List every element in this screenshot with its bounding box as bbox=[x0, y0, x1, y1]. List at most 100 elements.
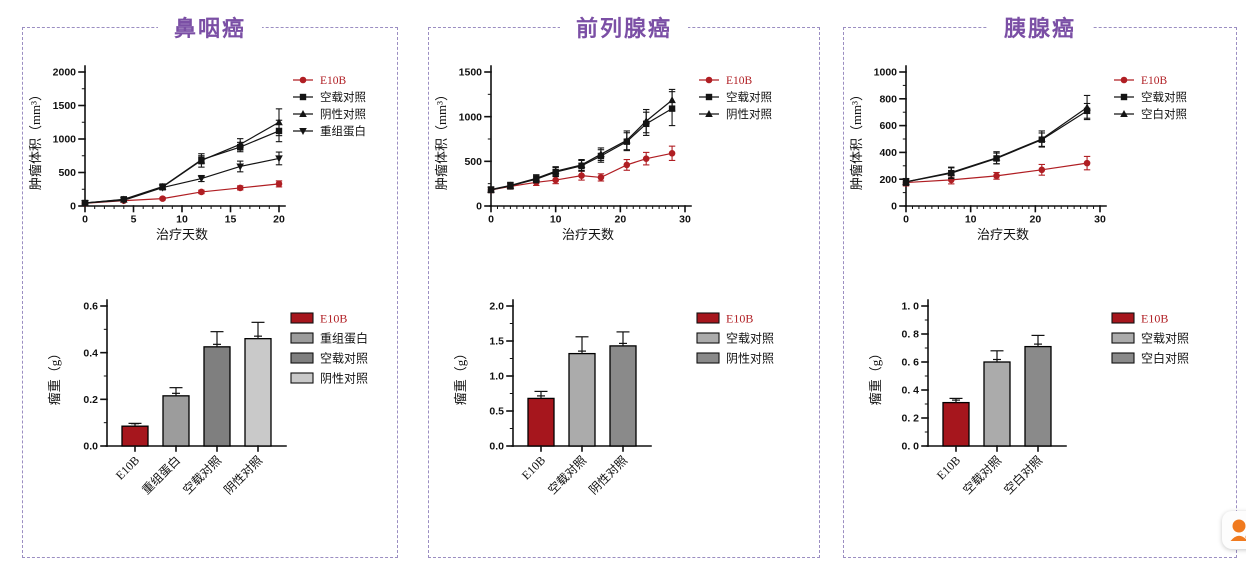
svg-text:400: 400 bbox=[879, 147, 897, 159]
legend-label: 阴性对照 bbox=[320, 372, 368, 386]
series-阴性对照 bbox=[487, 88, 676, 193]
y-axis-title: 肿瘤体积（mm³） bbox=[28, 88, 43, 190]
panel-title-prostate: 前列腺癌 bbox=[559, 11, 689, 43]
series-阴性对照 bbox=[81, 108, 283, 206]
plot-area: 0.0 0.5 1.0 1.5 2.0 瘤重（g） bbox=[453, 299, 652, 453]
legend-label: 重组蛋白 bbox=[320, 124, 366, 138]
svg-text:0: 0 bbox=[82, 214, 88, 226]
svg-text:0.6: 0.6 bbox=[83, 301, 98, 313]
series-空白对照 bbox=[902, 94, 1091, 186]
svg-text:20: 20 bbox=[614, 214, 626, 226]
svg-text:10: 10 bbox=[965, 214, 977, 226]
legend-label: 阴性对照 bbox=[320, 107, 366, 121]
legend-label: 空载对照 bbox=[1141, 332, 1189, 346]
svg-text:1000: 1000 bbox=[459, 111, 483, 123]
svg-text:30: 30 bbox=[1094, 214, 1106, 226]
legend-label: E10B bbox=[320, 312, 347, 326]
svg-text:200: 200 bbox=[879, 174, 897, 186]
x-axis-title: 治疗天数 bbox=[156, 227, 208, 242]
x-axis-title: 治疗天数 bbox=[977, 227, 1029, 242]
plot-area: 0 500 1000 1500 0 10 20 30 治疗天数 肿瘤体积（mm³） bbox=[434, 65, 692, 242]
tumor-volume-line-chart-prostate: 0 500 1000 1500 0 10 20 30 治疗天数 肿瘤体积（mm³） E10B 空载对照… bbox=[434, 65, 772, 242]
customer-service-widget[interactable] bbox=[1222, 511, 1246, 549]
svg-text:0.0: 0.0 bbox=[489, 441, 504, 453]
legend-label: 阴性对照 bbox=[726, 107, 772, 121]
svg-text:500: 500 bbox=[58, 167, 76, 179]
tumor-weight-bar-chart-pancreatic: 0. 00. 20. 40. 60. 81. 0瘤重（g）E10B空载对照空白对… bbox=[868, 299, 1189, 498]
legend-label: 空载对照 bbox=[320, 352, 368, 366]
legend-label: 空白对照 bbox=[1141, 351, 1189, 366]
series-重组蛋白 bbox=[81, 151, 283, 207]
legend-label: E10B bbox=[1141, 75, 1168, 87]
category-label: 阴性对照 bbox=[586, 453, 630, 497]
svg-text:30: 30 bbox=[679, 214, 691, 226]
plot-area: 0 500 1000 1500 2000 0 5 10 15 20 治疗天数 肿瘤体积（mm³） bbox=[28, 65, 286, 242]
y-axis-title: 瘤重（g） bbox=[868, 347, 883, 406]
bar-E10B: E10B bbox=[113, 422, 149, 482]
legend-label: 空载对照 bbox=[1141, 90, 1187, 104]
svg-text:10: 10 bbox=[550, 214, 562, 226]
svg-text:1500: 1500 bbox=[53, 100, 77, 112]
legend-label: E10B bbox=[726, 312, 753, 326]
svg-text:0: 0 bbox=[488, 214, 494, 226]
category-label: 空白对照 bbox=[1001, 453, 1046, 498]
legend-label: 空白对照 bbox=[1141, 107, 1187, 121]
svg-text:1.0: 1.0 bbox=[489, 371, 504, 383]
svg-text:0.4: 0.4 bbox=[83, 347, 98, 359]
plot-area: 0.0 0.2 0.4 0.6 瘤重（g） bbox=[47, 299, 287, 453]
panel-prostate-cancer: 前列腺癌 0 500 1000 1500 0 10 20 30 治疗天数 肿瘤体积（mm³） E10… bbox=[428, 11, 820, 558]
svg-text:1.5: 1.5 bbox=[489, 336, 504, 348]
legend-label: 空载对照 bbox=[320, 90, 366, 104]
svg-text:500: 500 bbox=[464, 156, 482, 168]
svg-text:0.0: 0.0 bbox=[83, 441, 98, 453]
svg-text:20: 20 bbox=[273, 214, 285, 226]
customer-service-icon bbox=[1230, 519, 1246, 541]
bar-E10B: E10B bbox=[934, 397, 970, 482]
legend-label: E10B bbox=[320, 75, 347, 87]
svg-text:0. 4: 0. 4 bbox=[901, 385, 919, 397]
svg-text:0. 0: 0. 0 bbox=[901, 441, 919, 453]
svg-text:800: 800 bbox=[879, 93, 897, 105]
category-label: 空载对照 bbox=[180, 453, 224, 497]
bar-E10B: E10B bbox=[519, 390, 555, 482]
category-label: E10B bbox=[519, 453, 548, 482]
svg-text:0. 8: 0. 8 bbox=[901, 329, 919, 341]
panel-nasopharyngeal-cancer: 鼻咽癌 0 500 1000 1500 2000 0 5 10 15 20 治疗天数 肿瘤体积（mm³… bbox=[22, 11, 398, 558]
series-E10B bbox=[81, 180, 283, 207]
legend-label: 阴性对照 bbox=[726, 352, 774, 366]
y-axis-title: 肿瘤体积（mm³） bbox=[849, 88, 864, 190]
legend-label: 空载对照 bbox=[726, 332, 774, 346]
tumor-weight-bar-chart-prostate: 0.00.51.01.52.0瘤重（g）E10B空载对照阴性对照E10B空载对照… bbox=[453, 299, 774, 497]
panel-pancreatic-cancer: 胰腺癌 0 200 400 600 800 1000 0 10 20 30 治疗天数 肿瘤体积（mm³… bbox=[843, 11, 1237, 558]
svg-text:5: 5 bbox=[131, 214, 137, 226]
svg-text:0. 6: 0. 6 bbox=[901, 357, 919, 369]
tumor-volume-line-chart-nasopharyngeal: 0 500 1000 1500 2000 0 5 10 15 20 治疗天数 肿瘤体积（mm³） E10… bbox=[28, 65, 366, 242]
svg-text:0.2: 0.2 bbox=[83, 394, 98, 406]
panel-title-nasopharyngeal: 鼻咽癌 bbox=[157, 11, 263, 43]
svg-text:0: 0 bbox=[891, 201, 897, 213]
legend-label: 重组蛋白 bbox=[320, 331, 368, 346]
svg-text:0: 0 bbox=[70, 201, 76, 213]
svg-text:10: 10 bbox=[176, 214, 188, 226]
legend-label: E10B bbox=[1141, 312, 1168, 326]
tumor-weight-bar-chart-nasopharyngeal: 0.00.20.40.6瘤重（g）E10B重组蛋白空载对照阴性对照E10B重组蛋… bbox=[47, 299, 368, 498]
svg-text:600: 600 bbox=[879, 120, 897, 132]
svg-text:1. 0: 1. 0 bbox=[901, 301, 919, 313]
svg-text:20: 20 bbox=[1029, 214, 1041, 226]
category-label: 阴性对照 bbox=[221, 453, 265, 497]
svg-text:15: 15 bbox=[225, 214, 237, 226]
svg-text:2000: 2000 bbox=[53, 67, 77, 79]
x-axis-title: 治疗天数 bbox=[562, 227, 614, 242]
panel-title-pancreatic: 胰腺癌 bbox=[987, 11, 1093, 43]
category-label: 重组蛋白 bbox=[139, 453, 184, 498]
category-label: 空载对照 bbox=[960, 453, 1004, 497]
svg-text:1500: 1500 bbox=[459, 67, 483, 79]
category-label: E10B bbox=[934, 453, 963, 482]
